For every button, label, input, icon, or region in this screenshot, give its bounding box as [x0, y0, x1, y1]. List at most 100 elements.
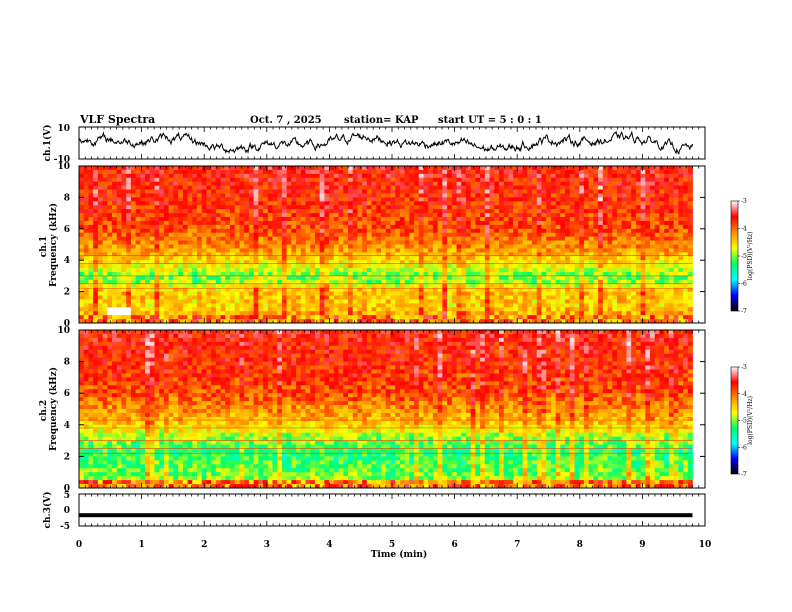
spectrogram-cell [220, 307, 226, 312]
spectrogram-cell [583, 260, 590, 265]
spectrogram-cell [296, 197, 302, 202]
spectrogram-cell [593, 236, 599, 241]
spectrogram-cell [126, 224, 132, 230]
spectrogram-cell [626, 303, 632, 308]
spectrogram-cell [343, 224, 349, 230]
spectrogram-cell [239, 283, 245, 289]
spectrogram-cell [230, 315, 236, 320]
spectrogram-cell [602, 224, 608, 230]
spectrogram-cell [112, 268, 118, 273]
spectrogram-cell [489, 173, 495, 179]
spectrogram-cell [522, 264, 528, 269]
spectrogram-cell [338, 295, 344, 300]
spectrogram-cell [145, 256, 151, 261]
spectrogram-cell [654, 213, 660, 218]
spectrogram-cell [404, 201, 410, 206]
spectrogram-cell [650, 181, 656, 187]
spectrogram-cell [277, 256, 283, 261]
spectrogram-cell [107, 236, 113, 241]
spectrogram-cell [536, 209, 542, 214]
spectrogram-cell [173, 264, 179, 269]
spectrogram-cell [366, 252, 372, 257]
spectrogram-cell [650, 228, 656, 234]
spectrogram-cell [343, 256, 349, 261]
spectrogram-cell [149, 224, 155, 230]
spectrogram-cell [93, 201, 99, 206]
spectrogram-cell [206, 217, 212, 222]
spectrogram-cell [395, 232, 401, 238]
spectrogram-cell [112, 224, 118, 230]
spectrogram-cell [159, 244, 165, 249]
spectrogram-cell [569, 248, 575, 253]
spectrogram-cell [550, 224, 557, 230]
spectrogram-cell [588, 307, 594, 312]
spectrogram-cell [423, 295, 429, 300]
spectrogram-cell [489, 283, 495, 289]
spectrogram-cell [300, 185, 306, 190]
spectrogram-cell [404, 307, 410, 312]
spectrogram-cell [107, 303, 113, 308]
spectrogram-cell [121, 228, 127, 234]
spectrogram-cell [121, 311, 127, 316]
spectrogram-cell [447, 228, 453, 234]
spectrogram-cell [385, 252, 391, 257]
spectrogram-cell [470, 173, 476, 179]
spectrogram-cell [206, 271, 212, 277]
spectrogram-cell [135, 209, 141, 214]
spectrogram-cell [329, 311, 335, 316]
spectrogram-cell [437, 256, 443, 261]
spectrogram-cell [192, 299, 198, 304]
spectrogram-cell [602, 193, 608, 198]
spectrogram-cell [366, 213, 372, 218]
spectrogram-cell [163, 228, 170, 234]
spectrogram-cell [272, 217, 278, 222]
spectrogram-cell [319, 307, 325, 312]
spectrogram-cell [324, 197, 330, 202]
spectrogram-cell [352, 299, 358, 304]
spectrogram-cell [565, 307, 571, 312]
spectrogram-cell [607, 217, 613, 222]
spectrogram-cell [503, 264, 509, 269]
spectrogram-cell [263, 311, 269, 316]
spectrogram-cell [159, 279, 165, 285]
spectrogram-cell [88, 252, 94, 257]
spectrogram-cell [560, 177, 566, 183]
spectrogram-cell [598, 303, 604, 308]
spectrogram-cell [329, 271, 335, 277]
spectrogram-cell [579, 185, 585, 190]
spectrogram-cell [574, 209, 580, 214]
spectrogram-cell [499, 248, 505, 253]
spectrogram-cell [305, 264, 311, 269]
spectrogram-cell [267, 220, 273, 226]
spectrogram-cell [489, 236, 495, 241]
spectrogram-cell [206, 256, 212, 261]
spectrogram-cell [263, 244, 269, 249]
spectrogram-cell [385, 169, 391, 175]
spectrogram-cell [93, 248, 99, 253]
spectrogram-cell [546, 287, 552, 293]
spectrogram-cell [480, 228, 486, 234]
spectrogram-cell [409, 287, 415, 293]
spectrogram-cell [215, 177, 221, 183]
spectrogram-cell [135, 173, 141, 179]
spectrogram-cell [305, 283, 311, 289]
spectrogram-cell [565, 173, 571, 179]
spectrogram-cell [296, 201, 302, 206]
spectrogram-cell [112, 256, 118, 261]
spectrogram-cell [182, 201, 188, 206]
spectrogram-cell [470, 232, 476, 238]
spectrogram-cell [79, 232, 85, 238]
spectrogram-cell [499, 166, 505, 171]
spectrogram-cell [678, 264, 684, 269]
spectrogram-cell [456, 291, 462, 296]
spectrogram-cell [668, 256, 674, 261]
spectrogram-cell [616, 256, 623, 261]
spectrogram-cell [465, 248, 472, 253]
spectrogram-cell [258, 213, 264, 218]
spectrogram-cell [116, 252, 122, 257]
spectrogram-cell [621, 240, 627, 245]
spectrogram-cell [163, 201, 170, 206]
spectrogram-cell [447, 283, 453, 289]
spectrogram-cell [503, 260, 509, 265]
spectrogram-cell [281, 303, 288, 308]
